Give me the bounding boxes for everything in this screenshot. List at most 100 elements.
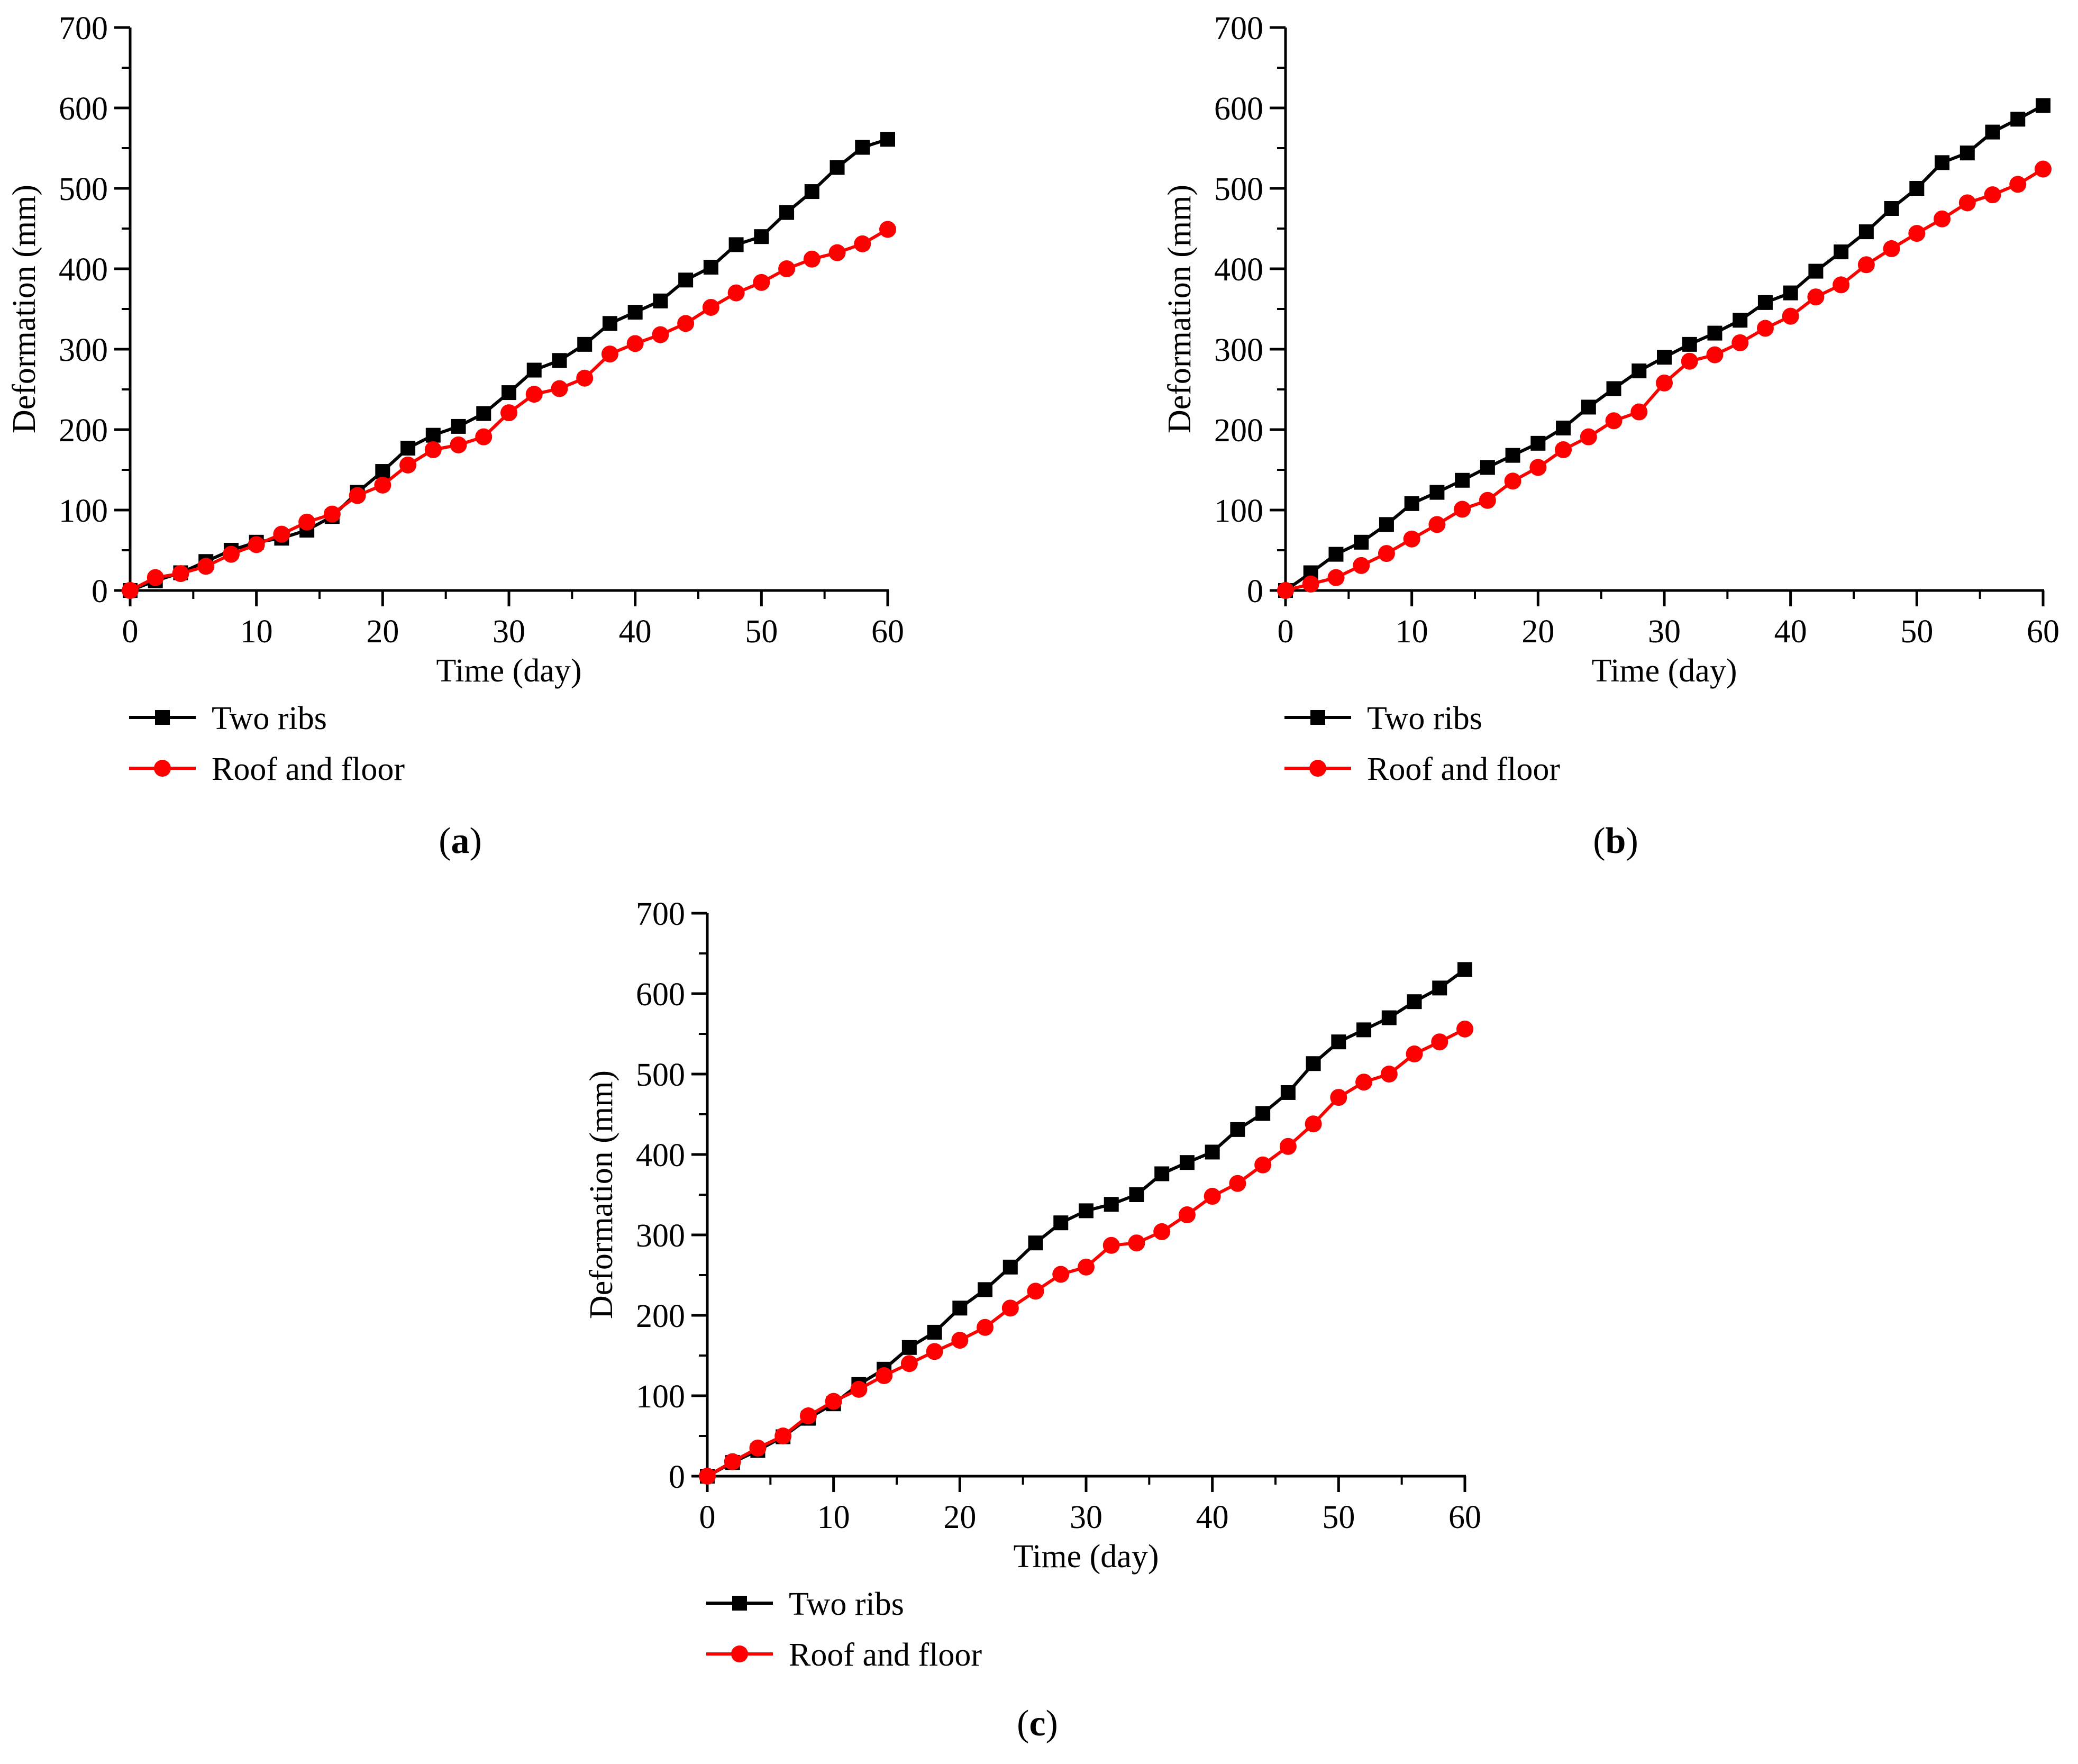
y-tick-label: 600: [636, 977, 685, 1013]
legend-square-marker: [732, 1596, 747, 1611]
data-point-square: [703, 259, 718, 275]
data-point-square: [400, 440, 416, 456]
data-point-circle: [323, 505, 341, 523]
data-point-circle: [1605, 412, 1623, 430]
data-point-square: [779, 205, 795, 220]
data-point-square: [1104, 1197, 1119, 1212]
data-point-circle: [1630, 403, 1648, 421]
data-point-square: [1028, 1235, 1043, 1251]
data-point-circle: [1102, 1236, 1120, 1254]
caption-letter: a: [451, 821, 470, 861]
data-point-square: [855, 140, 870, 155]
y-tick-label: 700: [59, 11, 108, 47]
y-tick-label: 100: [59, 493, 108, 529]
data-point-circle: [172, 565, 189, 583]
y-tick-label: 500: [636, 1057, 685, 1093]
data-point-square: [1909, 181, 1925, 196]
data-point-circle: [749, 1439, 767, 1457]
data-point-circle: [1857, 256, 1875, 274]
data-point-circle: [699, 1468, 716, 1485]
data-point-square: [1834, 244, 1849, 260]
data-point-square: [1154, 1166, 1170, 1181]
data-point-square: [1505, 448, 1520, 463]
data-point-square: [952, 1301, 968, 1316]
data-point-circle: [1380, 1066, 1398, 1083]
data-point-circle: [1807, 288, 1825, 306]
data-point-square: [1581, 399, 1596, 415]
data-point-circle: [601, 345, 618, 363]
data-point-square: [627, 305, 643, 320]
data-point-circle: [825, 1393, 842, 1410]
data-point-square: [1858, 224, 1874, 240]
y-tick-label: 600: [59, 91, 108, 127]
data-point-square: [577, 337, 593, 352]
data-point-circle: [1529, 459, 1547, 476]
data-point-circle: [1027, 1283, 1044, 1300]
y-tick-label: 0: [1247, 574, 1263, 610]
y-tick-label: 200: [1214, 413, 1263, 449]
legend-item-roof-and-floor: Roof and floor: [1284, 751, 1560, 787]
data-point-circle: [1153, 1223, 1171, 1240]
y-tick-label: 500: [59, 171, 108, 207]
legend-item-two-ribs: Two ribs: [129, 701, 327, 736]
data-point-circle: [876, 1367, 893, 1384]
data-point-square: [1205, 1144, 1220, 1160]
y-tick-label: 400: [636, 1138, 685, 1174]
data-point-circle: [1504, 472, 1521, 490]
data-point-circle: [1353, 557, 1370, 574]
data-point-circle: [799, 1407, 817, 1424]
legend-circle-marker: [1309, 760, 1326, 777]
data-point-square: [901, 1340, 917, 1355]
y-tick-label: 400: [1214, 252, 1263, 288]
x-axis-label: Time (day): [436, 653, 582, 689]
y-tick-label: 100: [636, 1379, 685, 1415]
data-point-circle: [1580, 428, 1597, 445]
data-point-square: [1280, 1085, 1296, 1100]
data-point-circle: [1406, 1045, 1423, 1062]
data-point-square: [1783, 285, 1798, 301]
y-axis-label: Deformation (mm): [1162, 185, 1198, 433]
legend: Two ribs Roof and floor: [129, 701, 405, 787]
series-line: [706, 1028, 1466, 1478]
data-point-square: [1331, 1034, 1346, 1050]
caption-paren-close: ): [470, 821, 482, 861]
legend-square-marker: [155, 710, 170, 725]
x-tick-label: 30: [1070, 1499, 1102, 1535]
data-point-square: [1432, 980, 1447, 996]
data-point-square: [1328, 547, 1344, 562]
data-point-square: [653, 293, 668, 308]
data-point-circle: [1431, 1033, 1448, 1051]
data-point-circle: [1731, 334, 1749, 351]
data-point-circle: [1052, 1266, 1070, 1283]
y-tick-label: 600: [1214, 91, 1263, 127]
data-point-square: [2036, 98, 2050, 113]
series-two-ribs: [1278, 98, 2050, 598]
data-point-circle: [702, 298, 719, 316]
data-point-circle: [727, 284, 745, 302]
legend: Two ribs Roof and floor: [1284, 701, 1560, 787]
x-tick-label: 20: [1521, 614, 1554, 650]
data-point-circle: [778, 260, 796, 277]
y-tick-label: 200: [59, 413, 108, 449]
data-point-square: [1707, 325, 1722, 341]
data-point-circle: [450, 436, 467, 453]
x-tick-label: 40: [1196, 1499, 1229, 1535]
y-tick-label: 700: [1214, 11, 1263, 47]
data-point-circle: [828, 244, 846, 261]
data-point-circle: [774, 1427, 792, 1444]
legend-label: Two ribs: [789, 1586, 904, 1622]
data-point-circle: [951, 1332, 969, 1349]
series-two-ribs: [123, 132, 895, 598]
data-point-square: [880, 132, 895, 147]
y-tick-label: 300: [636, 1218, 685, 1254]
data-point-square: [754, 229, 769, 244]
legend-label: Two ribs: [212, 701, 327, 736]
legend-item-roof-and-floor: Roof and floor: [706, 1637, 982, 1673]
data-point-square: [1429, 485, 1445, 500]
y-tick-label: 400: [59, 252, 108, 288]
data-point-square: [552, 353, 567, 368]
chart-panel-b: 0 100 200 300 400 500 600 700 0 10 20 30 40 50 60 Time …: [1162, 11, 2059, 861]
y-tick-label: 300: [59, 332, 108, 368]
data-point-circle: [298, 513, 316, 531]
x-axis-label: Time (day): [1592, 653, 1737, 689]
